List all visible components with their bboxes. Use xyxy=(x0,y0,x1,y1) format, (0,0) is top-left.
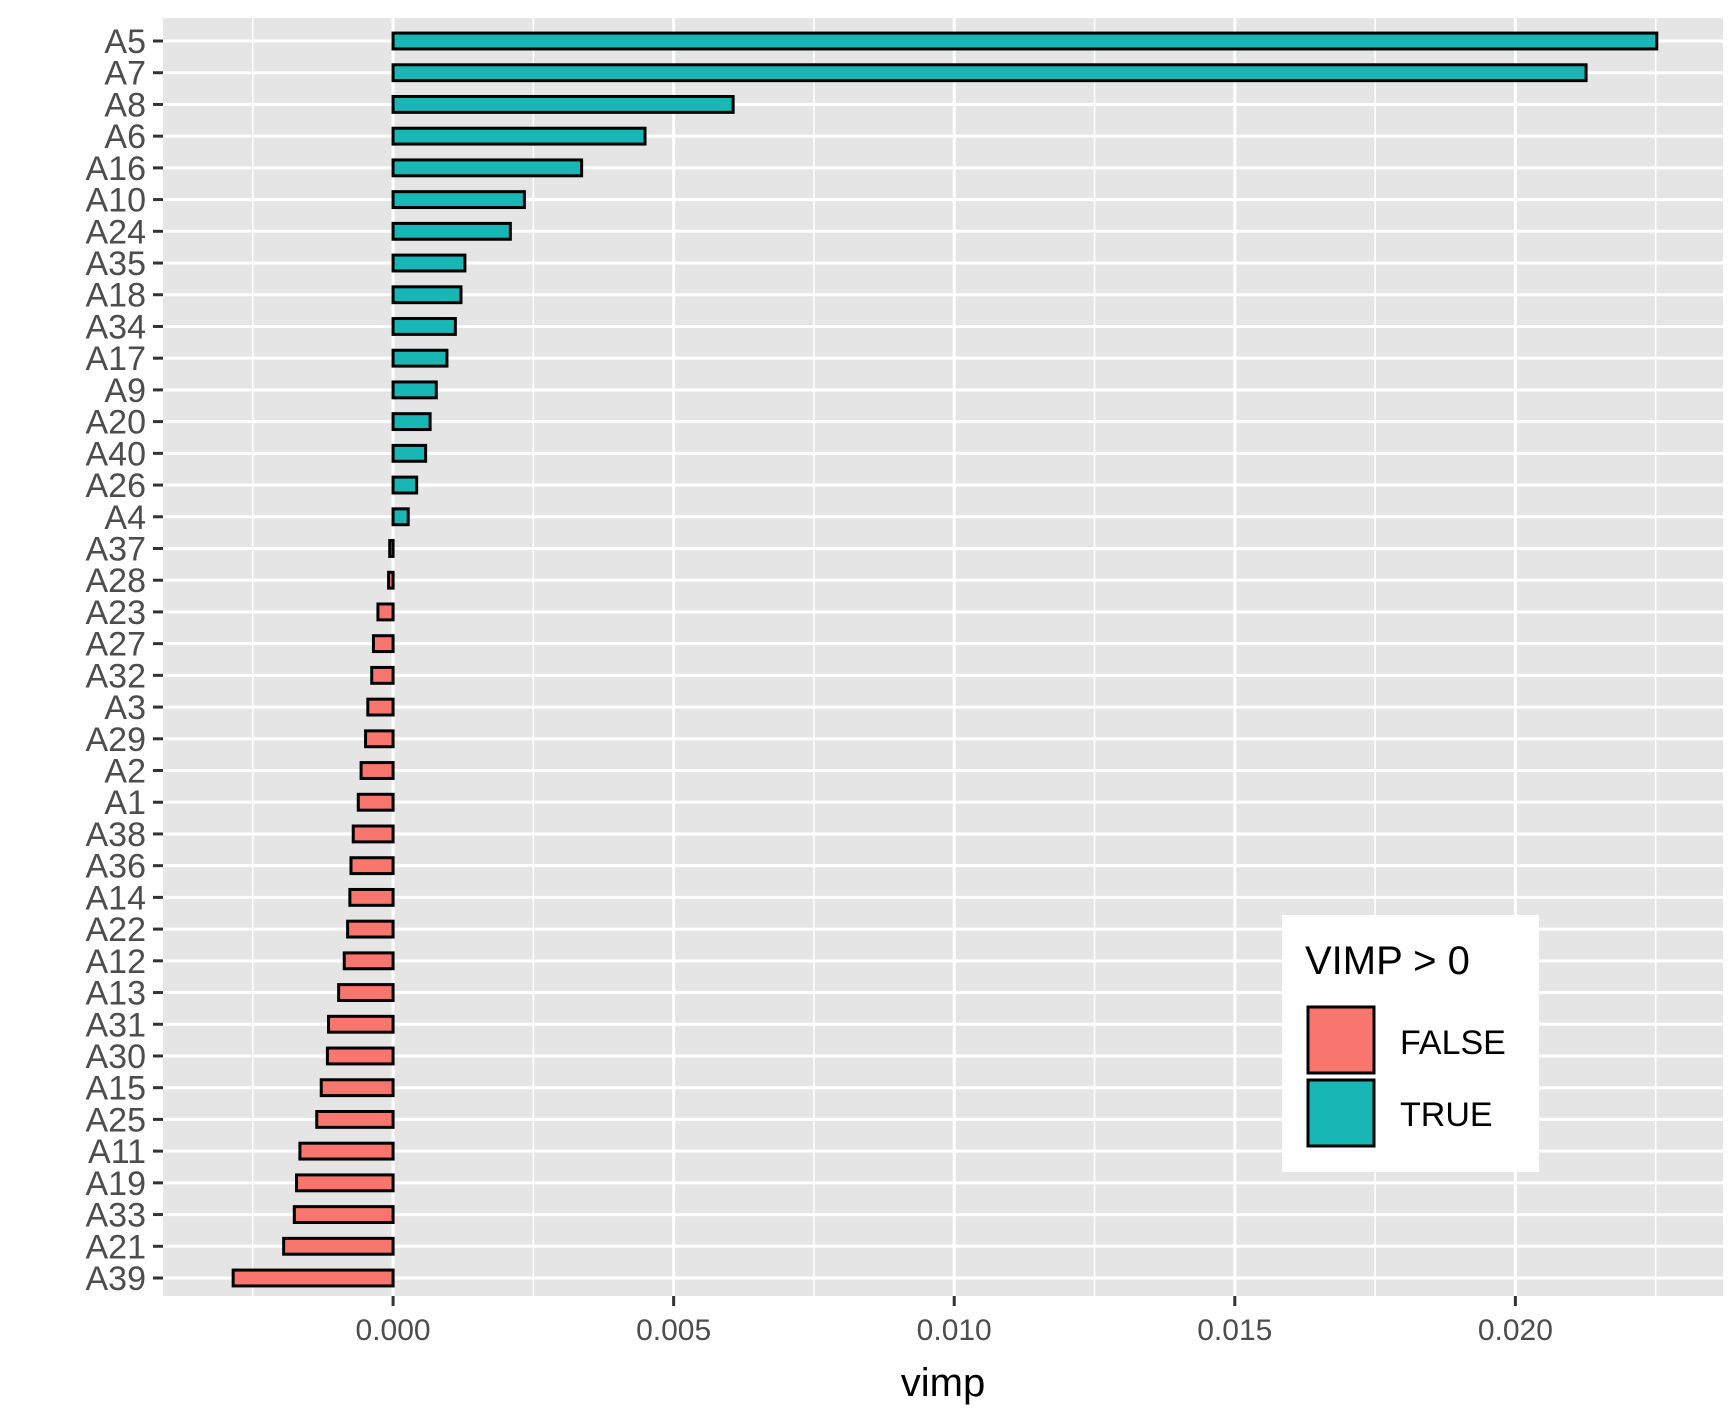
bar-a36 xyxy=(349,856,395,876)
y-tick-label: A11 xyxy=(88,1133,146,1171)
y-tick-label: A1 xyxy=(104,784,146,822)
y-tick-label: A40 xyxy=(86,435,147,473)
bar-a23 xyxy=(376,602,395,622)
y-tick-label: A10 xyxy=(86,182,147,220)
y-tick-label: A12 xyxy=(86,943,147,981)
bar-a9 xyxy=(391,380,438,400)
y-tick-label: A38 xyxy=(86,816,147,854)
bar-a3 xyxy=(366,697,395,717)
bar-a33 xyxy=(292,1205,395,1224)
bar-a24 xyxy=(391,221,512,241)
y-tick-label: A9 xyxy=(104,372,146,410)
bar-a19 xyxy=(295,1173,395,1193)
bar-a8 xyxy=(391,95,735,114)
y-tick-label: A31 xyxy=(86,1006,147,1044)
x-tick-label: 0.020 xyxy=(1478,1314,1553,1347)
y-tick-label: A37 xyxy=(86,530,147,568)
legend: VIMP > 0 FALSE TRUE xyxy=(1282,915,1539,1172)
bar-a4 xyxy=(391,507,410,527)
y-tick-label: A3 xyxy=(104,689,146,727)
legend-key-true xyxy=(1306,1078,1376,1148)
y-tick-label: A33 xyxy=(86,1197,147,1235)
y-tick-label: A39 xyxy=(86,1260,147,1298)
bar-a34 xyxy=(391,317,457,336)
bar-a21 xyxy=(282,1236,395,1256)
bar-a37 xyxy=(388,539,395,558)
bar-a12 xyxy=(342,951,395,971)
y-tick-label: A26 xyxy=(86,467,147,505)
x-axis: 0.000 0.005 0.010 0.015 0.020 xyxy=(356,1296,1553,1347)
legend-label-false: FALSE xyxy=(1400,1024,1506,1062)
bars xyxy=(231,31,1659,1288)
bar-a29 xyxy=(364,729,395,749)
bar-a18 xyxy=(391,285,463,305)
y-tick-label: A21 xyxy=(86,1228,147,1266)
x-tick-label: 0.015 xyxy=(1197,1314,1272,1347)
y-tick-label: A17 xyxy=(86,340,147,378)
y-tick-label: A4 xyxy=(104,499,146,537)
bar-a16 xyxy=(391,158,584,178)
bar-a28 xyxy=(387,570,395,590)
bar-a25 xyxy=(315,1109,395,1129)
x-tick-label: 0.005 xyxy=(636,1314,711,1347)
y-tick-label: A35 xyxy=(86,245,147,283)
y-tick-label: A16 xyxy=(86,150,147,188)
y-tick-label: A24 xyxy=(86,213,147,251)
bar-a13 xyxy=(337,983,395,1002)
y-tick-label: A14 xyxy=(86,879,147,917)
y-tick-label: A29 xyxy=(86,721,147,759)
bar-a6 xyxy=(391,126,647,146)
y-tick-label: A19 xyxy=(86,1165,147,1203)
y-tick-label: A28 xyxy=(86,562,147,600)
bar-a27 xyxy=(371,634,395,654)
bar-a15 xyxy=(319,1078,395,1098)
bar-a35 xyxy=(391,253,467,273)
y-tick-label: A15 xyxy=(86,1070,147,1108)
bar-a1 xyxy=(356,792,395,812)
bar-a39 xyxy=(231,1268,395,1288)
y-tick-label: A32 xyxy=(86,657,147,695)
y-tick-label: A30 xyxy=(86,1038,147,1076)
x-axis-title: vimp xyxy=(901,1361,985,1405)
y-tick-label: A20 xyxy=(86,404,147,442)
y-tick-label: A36 xyxy=(86,848,147,886)
y-tick-label: A7 xyxy=(104,55,146,93)
y-tick-label: A13 xyxy=(86,975,147,1013)
legend-title: VIMP > 0 xyxy=(1305,939,1470,983)
bar-a20 xyxy=(391,412,432,432)
y-tick-label: A34 xyxy=(86,308,147,346)
y-tick-label: A5 xyxy=(104,23,146,61)
y-tick-label: A2 xyxy=(104,753,146,791)
bar-a26 xyxy=(391,475,419,495)
bar-a17 xyxy=(391,348,449,368)
y-tick-label: A23 xyxy=(86,594,147,632)
bar-a7 xyxy=(391,63,1588,83)
x-tick-label: 0.010 xyxy=(917,1314,992,1347)
bar-a5 xyxy=(391,31,1659,51)
y-tick-label: A18 xyxy=(86,277,147,315)
y-tick-label: A22 xyxy=(86,911,147,949)
bar-a31 xyxy=(327,1014,395,1034)
bar-a10 xyxy=(391,190,526,210)
bar-a11 xyxy=(298,1141,395,1161)
x-tick-label: 0.000 xyxy=(356,1314,431,1347)
bar-a40 xyxy=(391,443,428,463)
y-tick-label: A6 xyxy=(104,118,146,156)
bar-a30 xyxy=(325,1046,395,1066)
legend-key-false xyxy=(1306,1005,1376,1075)
y-axis: A5A7A8A6A16A10A24A35A18A34A17A9A20A40A26… xyxy=(86,23,163,1298)
bar-a38 xyxy=(351,824,395,844)
y-tick-label: A8 xyxy=(104,86,146,124)
legend-label-true: TRUE xyxy=(1400,1096,1493,1134)
y-tick-label: A25 xyxy=(86,1101,147,1139)
bar-a2 xyxy=(359,761,395,780)
y-tick-label: A27 xyxy=(86,626,147,664)
bar-a14 xyxy=(348,887,395,907)
bar-a22 xyxy=(346,919,395,939)
bar-a32 xyxy=(370,665,395,685)
